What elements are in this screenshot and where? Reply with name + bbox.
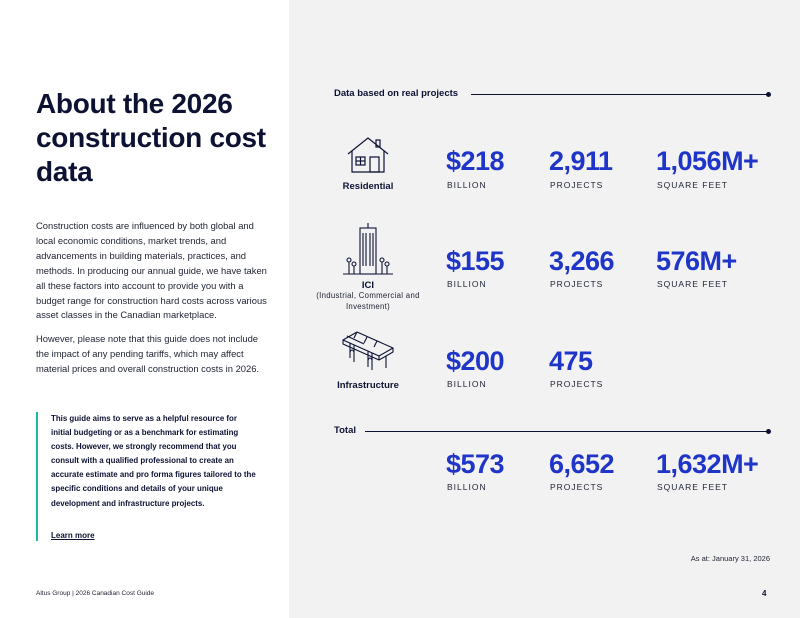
page-number: 4 bbox=[762, 589, 767, 598]
house-icon bbox=[347, 137, 389, 173]
section-divider bbox=[471, 92, 771, 97]
residential-unit-billion: BILLION bbox=[447, 180, 487, 190]
ici-unit-billion: BILLION bbox=[447, 279, 487, 289]
learn-more-link[interactable]: Learn more bbox=[51, 531, 95, 540]
callout-text: This guide aims to serve as a helpful re… bbox=[51, 414, 256, 508]
residential-value-sqft: 1,056M+ bbox=[656, 146, 759, 176]
ici-unit-projects: PROJECTS bbox=[550, 279, 604, 289]
category-ici-subtitle: (Industrial, Commercial and Investment) bbox=[316, 291, 420, 311]
stats-panel bbox=[289, 0, 800, 618]
infrastructure-value-projects: 475 bbox=[549, 346, 593, 376]
page-title: About the 2026 construction cost data bbox=[36, 88, 266, 187]
residential-unit-projects: PROJECTS bbox=[550, 180, 604, 190]
total-unit-sqft: SQUARE FEET bbox=[657, 482, 728, 492]
infrastructure-unit-billion: BILLION bbox=[447, 379, 487, 389]
office-tower-icon bbox=[343, 223, 393, 275]
ici-value-billion: $155 bbox=[446, 246, 505, 276]
section-label: Data based on real projects bbox=[334, 88, 459, 99]
residential-unit-sqft: SQUARE FEET bbox=[657, 180, 728, 190]
total-value-projects: 6,652 bbox=[549, 449, 615, 479]
total-unit-projects: PROJECTS bbox=[550, 482, 604, 492]
residential-value-projects: 2,911 bbox=[549, 146, 613, 176]
as-at-date: As at: January 31, 2026 bbox=[690, 554, 770, 563]
infrastructure-unit-projects: PROJECTS bbox=[550, 379, 604, 389]
left-column bbox=[0, 0, 289, 618]
bridge-icon bbox=[342, 331, 394, 370]
intro-paragraph: Construction costs are influenced by bot… bbox=[36, 220, 267, 321]
footer-text: Altus Group | 2026 Canadian Cost Guide bbox=[36, 590, 155, 597]
ici-unit-sqft: SQUARE FEET bbox=[657, 279, 728, 289]
infrastructure-value-billion: $200 bbox=[446, 346, 505, 376]
total-divider bbox=[365, 429, 771, 434]
total-value-billion: $573 bbox=[446, 449, 505, 479]
ici-value-sqft: 576M+ bbox=[656, 246, 737, 276]
category-infrastructure: Infrastructure bbox=[337, 380, 399, 391]
total-label: Total bbox=[334, 425, 356, 436]
residential-value-billion: $218 bbox=[446, 146, 505, 176]
category-residential: Residential bbox=[342, 181, 394, 192]
callout-box: This guide aims to serve as a helpful re… bbox=[36, 412, 256, 541]
category-ici: ICI bbox=[361, 280, 375, 291]
tariff-note-paragraph: However, please note that this guide doe… bbox=[36, 333, 260, 374]
ici-value-projects: 3,266 bbox=[549, 246, 615, 276]
total-value-sqft: 1,632M+ bbox=[656, 449, 759, 479]
total-unit-billion: BILLION bbox=[447, 482, 487, 492]
